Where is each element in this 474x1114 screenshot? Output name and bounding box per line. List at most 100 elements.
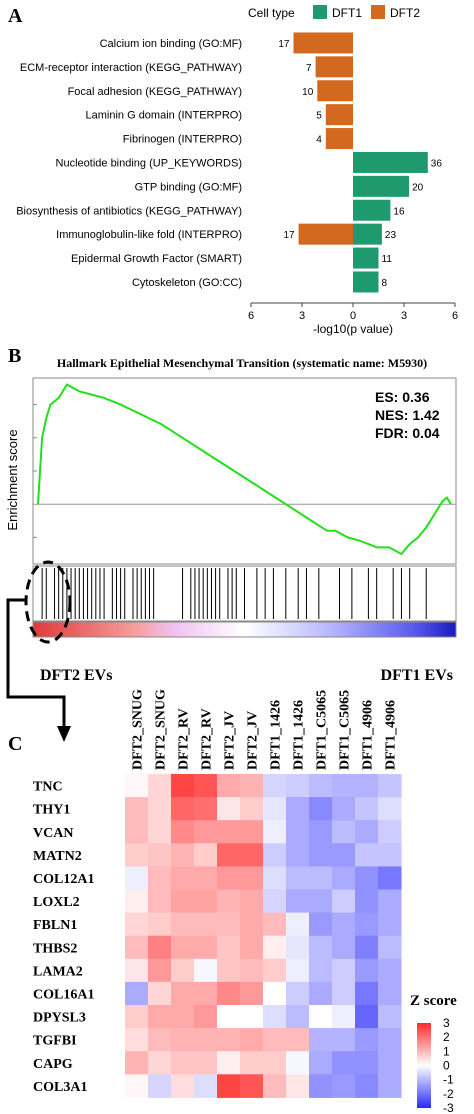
heatmap-cell xyxy=(286,797,310,821)
heatmap-cell xyxy=(217,1074,241,1098)
heatmap-cell xyxy=(263,1074,287,1098)
bar-dft2 xyxy=(325,128,353,150)
heatmap-row-label: COL12A1 xyxy=(33,872,94,887)
heatmap-cell xyxy=(148,1028,172,1052)
heatmap-cell xyxy=(355,843,379,867)
heatmap-cell xyxy=(263,981,287,1006)
heatmap-cell xyxy=(332,797,356,821)
gsea-frame xyxy=(32,377,457,565)
heatmap-cell xyxy=(355,1074,379,1098)
heatmap-cell xyxy=(148,912,172,937)
heatmap-cell xyxy=(240,912,264,937)
heatmap-cell xyxy=(217,958,241,983)
heatmap-cell xyxy=(355,889,379,914)
category-label: Calcium ion binding (GO:MF) xyxy=(100,38,242,50)
heatmap-cell xyxy=(355,866,379,890)
heatmap-cell xyxy=(263,889,287,914)
heatmap-cell xyxy=(286,774,310,798)
heatmap-cell xyxy=(194,935,218,960)
x-tick-label: 0 xyxy=(350,310,356,322)
heatmap-cell xyxy=(217,774,241,798)
heatmap-row-label: FBLN1 xyxy=(33,918,77,933)
heatmap-cell xyxy=(309,820,333,844)
heatmap-cell xyxy=(240,866,264,890)
heatmap-cell xyxy=(309,889,333,914)
heatmap-cell xyxy=(148,1051,172,1075)
heatmap-cell xyxy=(286,866,310,890)
heatmap-cell xyxy=(217,1005,241,1029)
heatmap-cell xyxy=(171,820,195,844)
heatmap-cell xyxy=(240,797,264,821)
heatmap-cell xyxy=(332,935,356,960)
heatmap-cell xyxy=(378,981,402,1006)
category-label: Nucleotide binding (UP_KEYWORDS) xyxy=(56,157,242,169)
heatmap-cell xyxy=(263,866,287,890)
heatmap-cell xyxy=(171,843,195,867)
heatmap-cell xyxy=(148,774,172,798)
heatmap-row-label: DPYSL3 xyxy=(33,1011,86,1026)
heatmap-cell xyxy=(332,843,356,867)
heatmap-cell xyxy=(171,958,195,983)
colorbar-tick-label: 1 xyxy=(443,1044,450,1058)
heatmap-cell xyxy=(332,774,356,798)
heatmap-cell xyxy=(171,797,195,821)
heatmap-cell xyxy=(240,774,264,798)
heatmap-row-label: COL3A1 xyxy=(33,1080,87,1095)
colorbar-tick-label: 0 xyxy=(443,1059,450,1073)
bar-value-label: 10 xyxy=(302,87,314,98)
enrichment-line xyxy=(37,383,452,556)
heatmap-cell xyxy=(378,889,402,914)
heatmap-cell xyxy=(378,797,402,821)
heatmap-cell xyxy=(286,1074,310,1098)
heatmap-cell xyxy=(378,912,402,937)
gsea-stat-fdr: FDR: 0.04 xyxy=(375,425,440,441)
gsea-title: Hallmark Epithelial Mesenchymal Transiti… xyxy=(57,356,427,370)
bar-dft1 xyxy=(353,151,428,173)
heatmap-cell xyxy=(355,958,379,983)
heatmap-cell xyxy=(355,1051,379,1075)
bar-dft2 xyxy=(325,104,353,126)
heatmap-cell xyxy=(240,1028,264,1052)
heatmap-cell xyxy=(125,774,149,798)
heatmap-column-label: DFT1_4906 xyxy=(361,700,376,770)
heatmap-cell xyxy=(194,797,218,821)
heatmap-column-label: DFT1_C5065 xyxy=(338,690,353,770)
heatmap-cell xyxy=(378,958,402,983)
gsea-right-label: DFT1 EVs xyxy=(381,667,453,684)
heatmap-cell xyxy=(194,981,218,1006)
heatmap-cell xyxy=(125,889,149,914)
x-tick-label: 3 xyxy=(299,310,305,322)
category-label: ECM-receptor interaction (KEGG_PATHWAY) xyxy=(20,62,242,74)
heatmap-cell xyxy=(240,843,264,867)
heatmap-cell xyxy=(240,889,264,914)
heatmap-cell xyxy=(309,1074,333,1098)
heatmap-cell xyxy=(148,820,172,844)
heatmap-cell xyxy=(194,866,218,890)
heatmap-cell xyxy=(263,774,287,798)
heatmap-cell xyxy=(332,912,356,937)
gsea-plot xyxy=(32,377,457,638)
heatmap-column-label: DFT1_4906 xyxy=(384,700,399,770)
category-label: Epidermal Growth Factor (SMART) xyxy=(71,253,242,265)
heatmap-cell xyxy=(217,797,241,821)
heatmap-cell xyxy=(171,1028,195,1052)
heatmap-cell xyxy=(309,797,333,821)
heatmap-cell xyxy=(148,1074,172,1098)
heatmap-cell xyxy=(217,912,241,937)
bar-value-label: 16 xyxy=(393,206,405,217)
heatmap-row-label: THBS2 xyxy=(33,941,77,956)
bar-value-label: 17 xyxy=(278,39,290,50)
heatmap-cell xyxy=(332,1005,356,1029)
heatmap-cell xyxy=(309,935,333,960)
x-tick-label: 3 xyxy=(401,310,407,322)
heatmap-cell xyxy=(240,1074,264,1098)
heatmap-row-label: COL16A1 xyxy=(33,987,94,1002)
panel-label-a: A xyxy=(8,5,23,27)
heatmap-cell xyxy=(355,797,379,821)
heatmap-cell xyxy=(240,981,264,1006)
heatmap-cell xyxy=(194,1028,218,1052)
heatmap-cell xyxy=(378,1028,402,1052)
heatmap-column-label: DFT1_1426 xyxy=(269,700,284,770)
heatmap-cell xyxy=(355,935,379,960)
bar-dft2 xyxy=(298,223,353,245)
